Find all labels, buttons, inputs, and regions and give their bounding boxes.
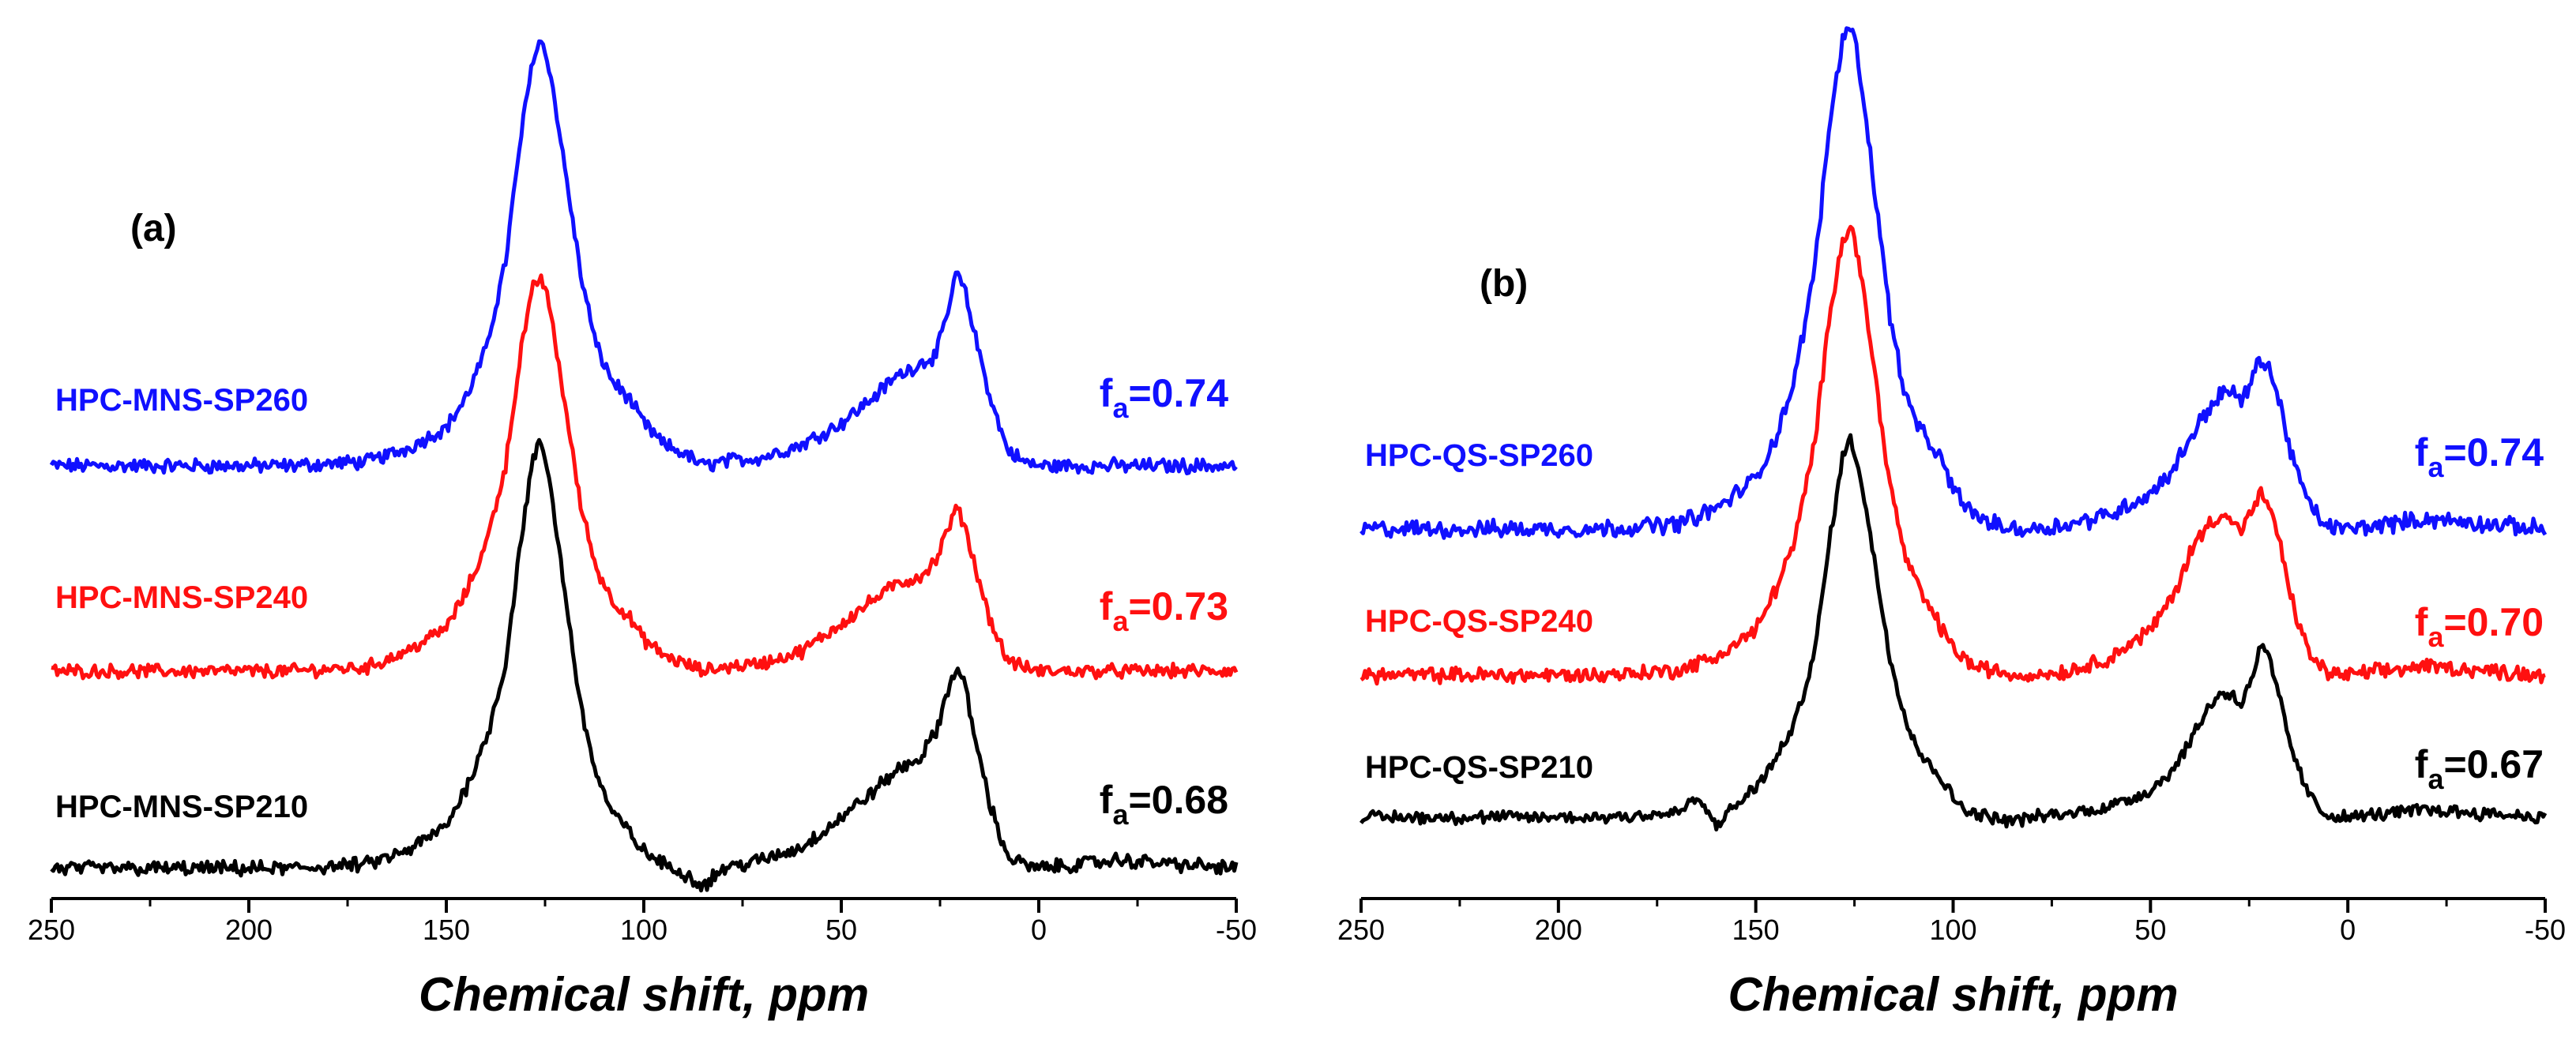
series-line-hpc-qs-sp260 — [1359, 26, 2548, 540]
panel-b: (b) HPC-QS-SP260 fa=0.74 HPC-QS-SP240 fa=0.… — [1337, 26, 2566, 1021]
series-line-hpc-mns-sp240 — [51, 273, 1239, 681]
x-tick-label: -50 — [2525, 914, 2566, 946]
x-tick-label: 100 — [620, 914, 668, 946]
x-tick-label: 200 — [225, 914, 273, 946]
panel-label-b: (b) — [1480, 263, 1528, 305]
series-line-hpc-qs-sp240 — [1359, 224, 2546, 686]
x-tick-label: 250 — [1337, 914, 1385, 946]
series-labels-b: HPC-QS-SP260 fa=0.74 HPC-QS-SP240 fa=0.70 HP… — [1365, 430, 2544, 795]
x-tick-label: 50 — [2134, 914, 2166, 946]
fa-label: fa=0.74 — [2415, 430, 2544, 483]
fa-label: fa=0.70 — [2415, 600, 2544, 653]
series-layer-b — [1359, 26, 2548, 831]
x-tick-label: 250 — [28, 914, 75, 946]
series-label: HPC-QS-SP210 — [1365, 750, 1593, 785]
x-tick-label: 150 — [423, 914, 470, 946]
x-tick-label: 200 — [1535, 914, 1582, 946]
x-axis-label-a: Chemical shift, ppm — [419, 968, 869, 1021]
fa-label: fa=0.73 — [1100, 584, 1228, 637]
series-label: HPC-MNS-SP240 — [55, 580, 308, 615]
fa-label: fa=0.67 — [2415, 742, 2544, 795]
series-label: HPC-MNS-SP210 — [55, 790, 308, 824]
panel-a: (a) HPC-MNS-SP260 fa=0.74 HPC-MNS-SP240 fa=… — [28, 39, 1257, 1021]
x-tick-label: 0 — [1031, 914, 1047, 946]
x-axis-label-b: Chemical shift, ppm — [1728, 968, 2178, 1021]
fa-label: fa=0.68 — [1100, 778, 1228, 831]
series-labels-a: HPC-MNS-SP260 fa=0.74 HPC-MNS-SP240 fa=0.73… — [55, 371, 1228, 831]
x-ticks-b: 250 200 150 100 50 0 -50 — [1337, 899, 2566, 946]
x-tick-label: 150 — [1732, 914, 1780, 946]
panel-label-a: (a) — [130, 208, 177, 250]
x-tick-label: 100 — [1929, 914, 1976, 946]
x-tick-label: -50 — [1216, 914, 1257, 946]
fa-label: fa=0.74 — [1100, 371, 1228, 424]
series-line-hpc-mns-sp260 — [49, 39, 1238, 475]
series-layer-a — [49, 39, 1239, 893]
series-line-hpc-qs-sp210 — [1359, 433, 2548, 831]
x-tick-label: 0 — [2340, 914, 2356, 946]
series-line-hpc-mns-sp210 — [50, 437, 1239, 893]
x-tick-label: 50 — [825, 914, 857, 946]
series-label: HPC-QS-SP260 — [1365, 438, 1593, 473]
series-label: HPC-MNS-SP260 — [55, 383, 308, 418]
x-ticks-a: 250 200 150 100 50 0 -50 — [28, 899, 1257, 946]
series-label: HPC-QS-SP240 — [1365, 604, 1593, 639]
